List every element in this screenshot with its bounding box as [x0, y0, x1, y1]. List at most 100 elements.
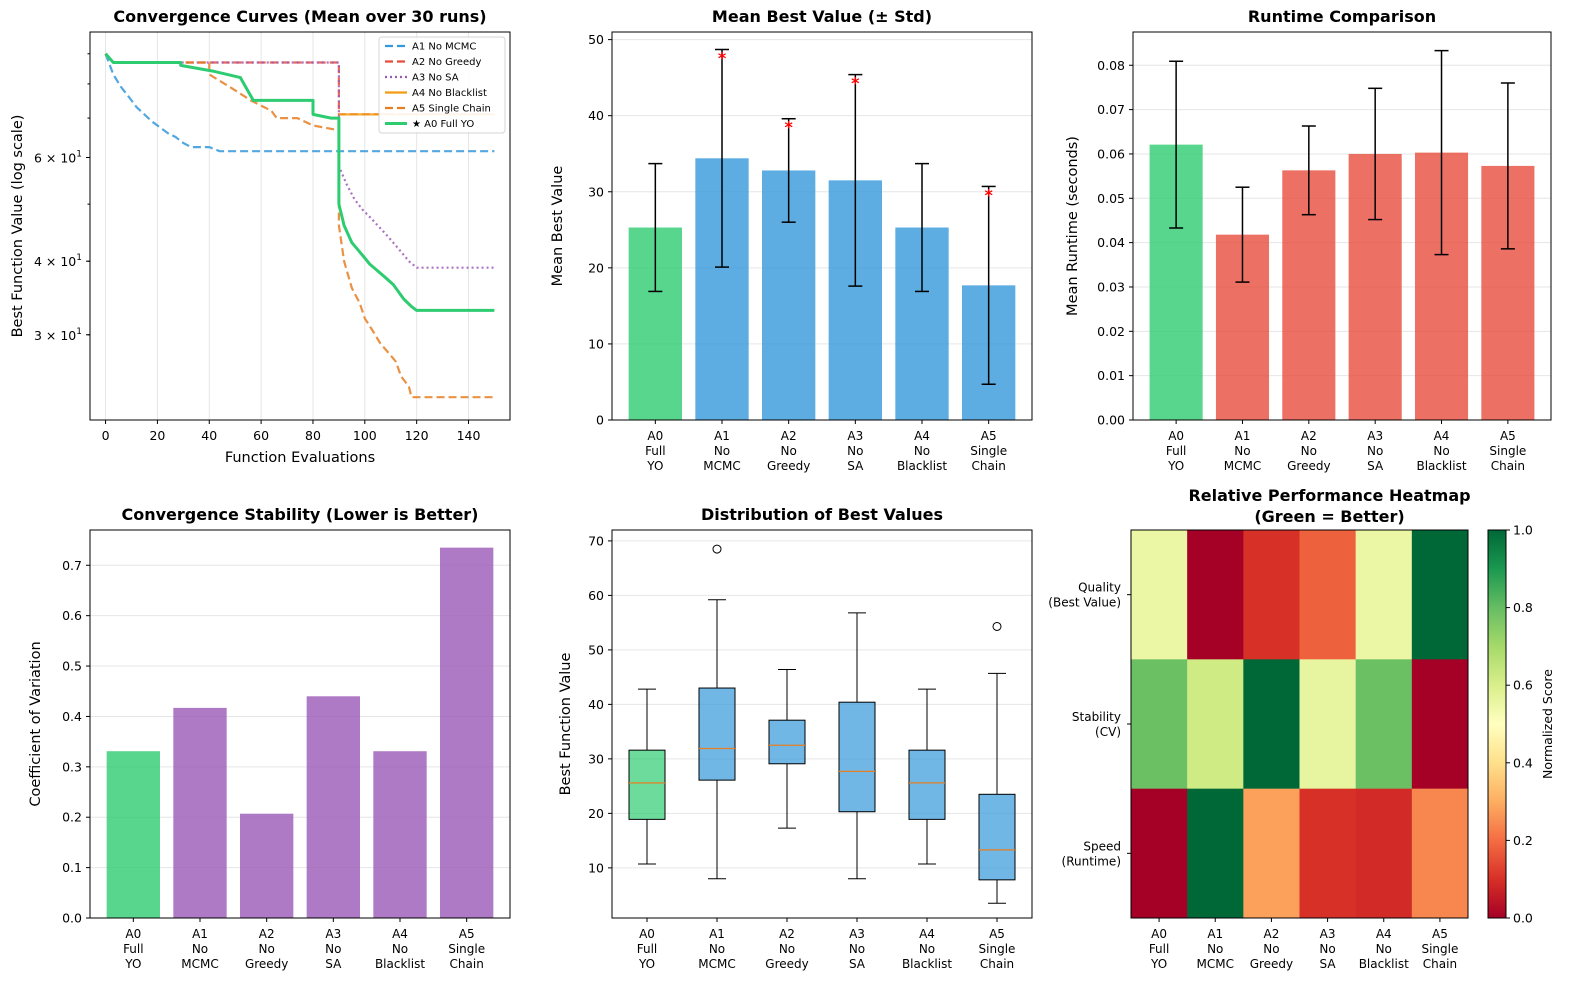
colorbar-tick-label: 0.8 — [1513, 600, 1533, 615]
significance-marker: * — [784, 118, 793, 137]
heatmap-cell — [1411, 788, 1469, 919]
heatmap-cell — [1187, 659, 1244, 789]
x-tick-label: A0 Full YO — [123, 927, 144, 971]
y-axis-label: Mean Runtime (seconds) — [1065, 136, 1081, 316]
x-tick-label: A0 Full YO — [637, 927, 658, 971]
runtime-chart: 0.00 0.01 0.02 0.03 0.04 0.05 0.06 0.07 0.08 A0 Fu… — [1065, 7, 1552, 473]
y-tick-label: 0.6 — [62, 608, 82, 623]
x-tick-label: A3 No SA — [325, 927, 342, 971]
x-tick-label-line: Full — [123, 942, 144, 956]
x-tick-label-line: A4 — [1434, 429, 1450, 443]
heatmap-cell — [1299, 659, 1356, 789]
x-tick-label-line: Blacklist — [1416, 459, 1466, 473]
x-tick-label-line: No — [1234, 444, 1250, 458]
y-tick-base: 4 × 10 — [34, 254, 76, 269]
x-tick-label: A3 No SA — [849, 927, 866, 971]
y-tick-label: 70 — [588, 533, 604, 548]
y-tick-exp: 1 — [76, 149, 82, 159]
y-tick-label: 0.0 — [62, 911, 82, 926]
y-tick-label: 40 — [588, 697, 604, 712]
chart-title: Relative Performance Heatmap — [1188, 486, 1470, 505]
y-tick-base: 3 × 10 — [34, 328, 76, 343]
outlier-point — [712, 544, 722, 554]
x-tick-label-line: A3 — [325, 927, 341, 941]
x-tick-label: A3 No SA — [1319, 927, 1336, 971]
chart-title: Distribution of Best Values — [701, 505, 943, 524]
x-tick-label-line: A5 — [1500, 429, 1516, 443]
legend-label: A5 Single Chain — [412, 104, 491, 115]
x-tick-label: A1 No MCMC — [1224, 429, 1261, 473]
colorbar — [1487, 529, 1507, 919]
bar — [440, 547, 494, 918]
x-tick-label-line: A2 — [781, 429, 797, 443]
series-line — [104, 53, 495, 399]
colorbar-tick-label: 0.6 — [1513, 678, 1533, 693]
x-tick-label-line: A3 — [1320, 927, 1336, 941]
x-tick-label: A0 Full YO — [1166, 429, 1187, 473]
heatmap-cell — [1131, 659, 1188, 789]
x-axis-label: Function Evaluations — [225, 450, 375, 466]
y-tick-label-line: Speed — [1083, 839, 1121, 853]
x-tick-label-line: Blacklist — [375, 957, 425, 971]
x-tick-label-line: MCMC — [703, 459, 740, 473]
x-tick-label: A2 No Greedy — [1250, 927, 1293, 971]
x-tick-label: A0 Full YO — [645, 429, 666, 473]
significance-marker: * — [718, 48, 727, 67]
x-tick-label-line: A5 — [989, 927, 1005, 941]
y-tick-label: 0.07 — [1097, 102, 1125, 117]
colorbar-tick-label: 0.2 — [1513, 833, 1533, 848]
axes-frame — [89, 529, 511, 919]
x-tick-label: A0 Full YO — [1149, 927, 1170, 971]
heatmap-cell — [1355, 659, 1413, 789]
x-tick-label-line: No — [1367, 444, 1383, 458]
x-tick-label-line: No — [1263, 942, 1279, 956]
y-tick-label: 30 — [588, 184, 604, 199]
x-tick-label-line: A1 — [192, 927, 208, 941]
x-tick-label-line: YO — [646, 459, 663, 473]
x-tick-label: A2 No Greedy — [767, 429, 810, 473]
box — [838, 701, 876, 813]
x-tick-label-line: Greedy — [245, 957, 288, 971]
y-tick-label: 50 — [588, 642, 604, 657]
x-tick-label-line: YO — [124, 957, 141, 971]
x-tick-label: A4 No Blacklist — [1359, 927, 1409, 971]
bar — [373, 751, 427, 918]
x-tick-label-line: Single — [979, 942, 1016, 956]
y-tick-label: Speed (Runtime) — [1062, 839, 1121, 868]
x-tick-label-line: No — [392, 942, 408, 956]
x-tick-label: A4 No Blacklist — [375, 927, 425, 971]
x-tick-label-line: Full — [637, 942, 658, 956]
x-tick-label: 80 — [305, 428, 321, 443]
y-tick-label: 0.04 — [1097, 235, 1125, 250]
heatmap-cell — [1411, 659, 1469, 789]
x-tick-label-line: MCMC — [1224, 459, 1261, 473]
x-tick-label-line: No — [709, 942, 725, 956]
x-tick-label-line: A5 — [459, 927, 475, 941]
y-tick-label: 4 × 101 — [34, 253, 82, 269]
x-tick-label-line: A5 — [1432, 927, 1448, 941]
y-tick-label: 0.08 — [1097, 58, 1125, 73]
x-tick-label-line: A3 — [849, 927, 865, 941]
x-tick-label-line: Chain — [1491, 459, 1525, 473]
x-tick-label-line: SA — [849, 957, 866, 971]
heatmap-cell — [1299, 788, 1356, 919]
x-tick-label-line: SA — [1320, 957, 1337, 971]
x-tick-label-line: No — [1376, 942, 1392, 956]
x-tick-label-line: A1 — [714, 429, 730, 443]
x-tick-label-line: No — [259, 942, 275, 956]
y-tick-label: 6 × 101 — [34, 149, 82, 165]
y-tick-label: 20 — [588, 806, 604, 821]
y-tick-exp: 1 — [76, 327, 82, 337]
colorbar-tick-label: 0.0 — [1513, 911, 1533, 926]
x-tick-label-line: No — [847, 444, 863, 458]
y-tick-label: 0.7 — [62, 558, 82, 573]
x-tick-label: 140 — [457, 428, 481, 443]
x-tick-label: A5 Single Chain — [448, 927, 485, 971]
axes-frame — [611, 529, 1033, 919]
box — [698, 687, 736, 781]
x-tick-label-line: No — [192, 942, 208, 956]
y-tick-label-line: (Best Value) — [1048, 596, 1121, 610]
x-tick-label-line: A1 — [709, 927, 725, 941]
axes-frame — [89, 31, 511, 421]
